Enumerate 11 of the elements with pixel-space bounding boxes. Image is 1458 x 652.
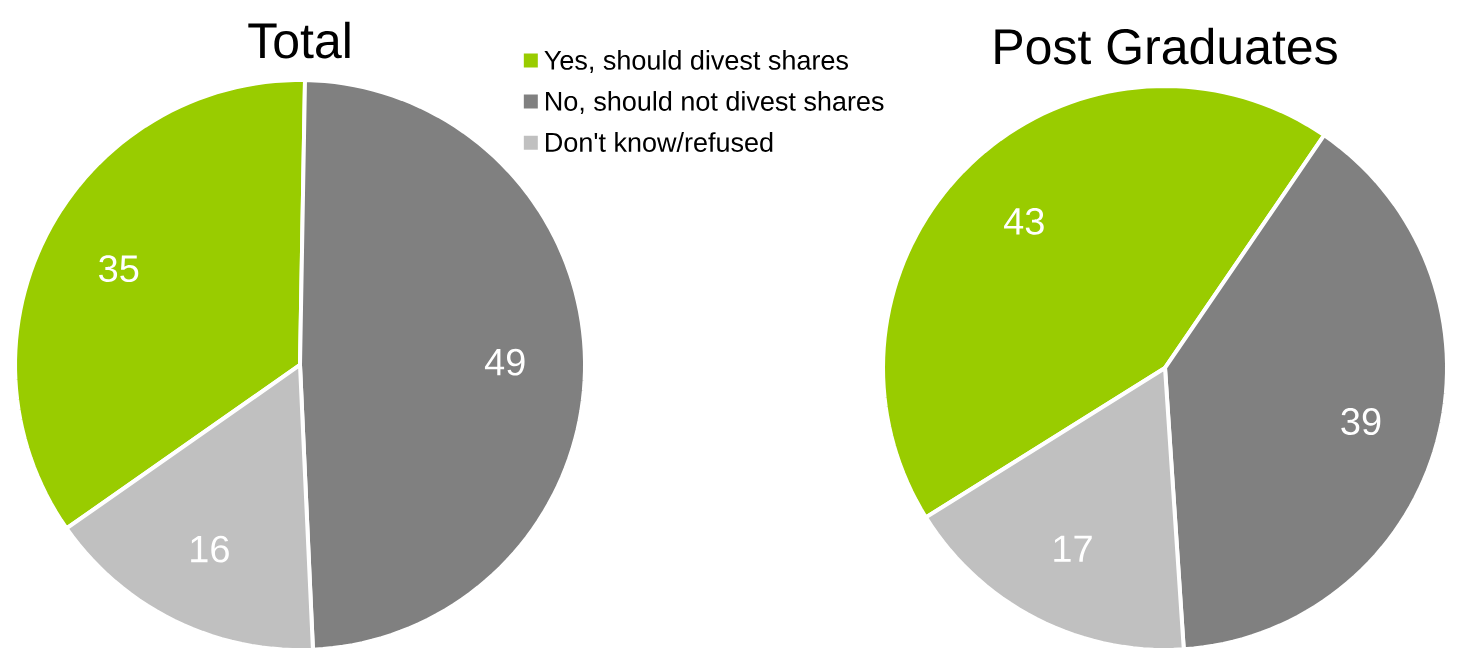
chart-title: Total (248, 21, 350, 59)
legend-label: Don't know/refused (546, 132, 773, 152)
data-label: 49 (484, 348, 525, 376)
data-label: 39 (1341, 408, 1381, 436)
data-label: 43 (1004, 207, 1044, 235)
data-label: 35 (99, 255, 139, 283)
chart-title: Post Graduates (995, 27, 1337, 65)
legend-label: Yes, should divest shares (544, 49, 848, 74)
legend-label: No, should not divest shares (546, 91, 884, 115)
data-label: 17 (1054, 535, 1092, 562)
data-label: 16 (191, 535, 229, 563)
